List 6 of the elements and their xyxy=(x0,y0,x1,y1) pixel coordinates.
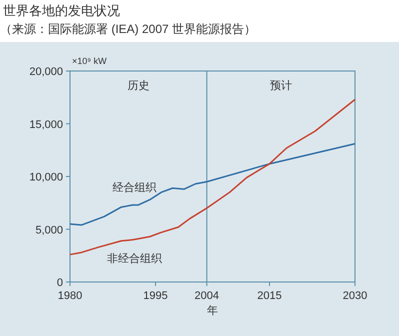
annotation: 预计 xyxy=(270,80,292,92)
annotation: 历史 xyxy=(127,80,150,92)
xlabel: 年 xyxy=(207,305,218,317)
subtitle: （来源：国际能源署 (IEA) 2007 世界能源报告） xyxy=(0,22,256,36)
title: 世界各地的发电状况 xyxy=(3,3,120,18)
ylabel: ×10⁹ kW xyxy=(72,56,107,66)
